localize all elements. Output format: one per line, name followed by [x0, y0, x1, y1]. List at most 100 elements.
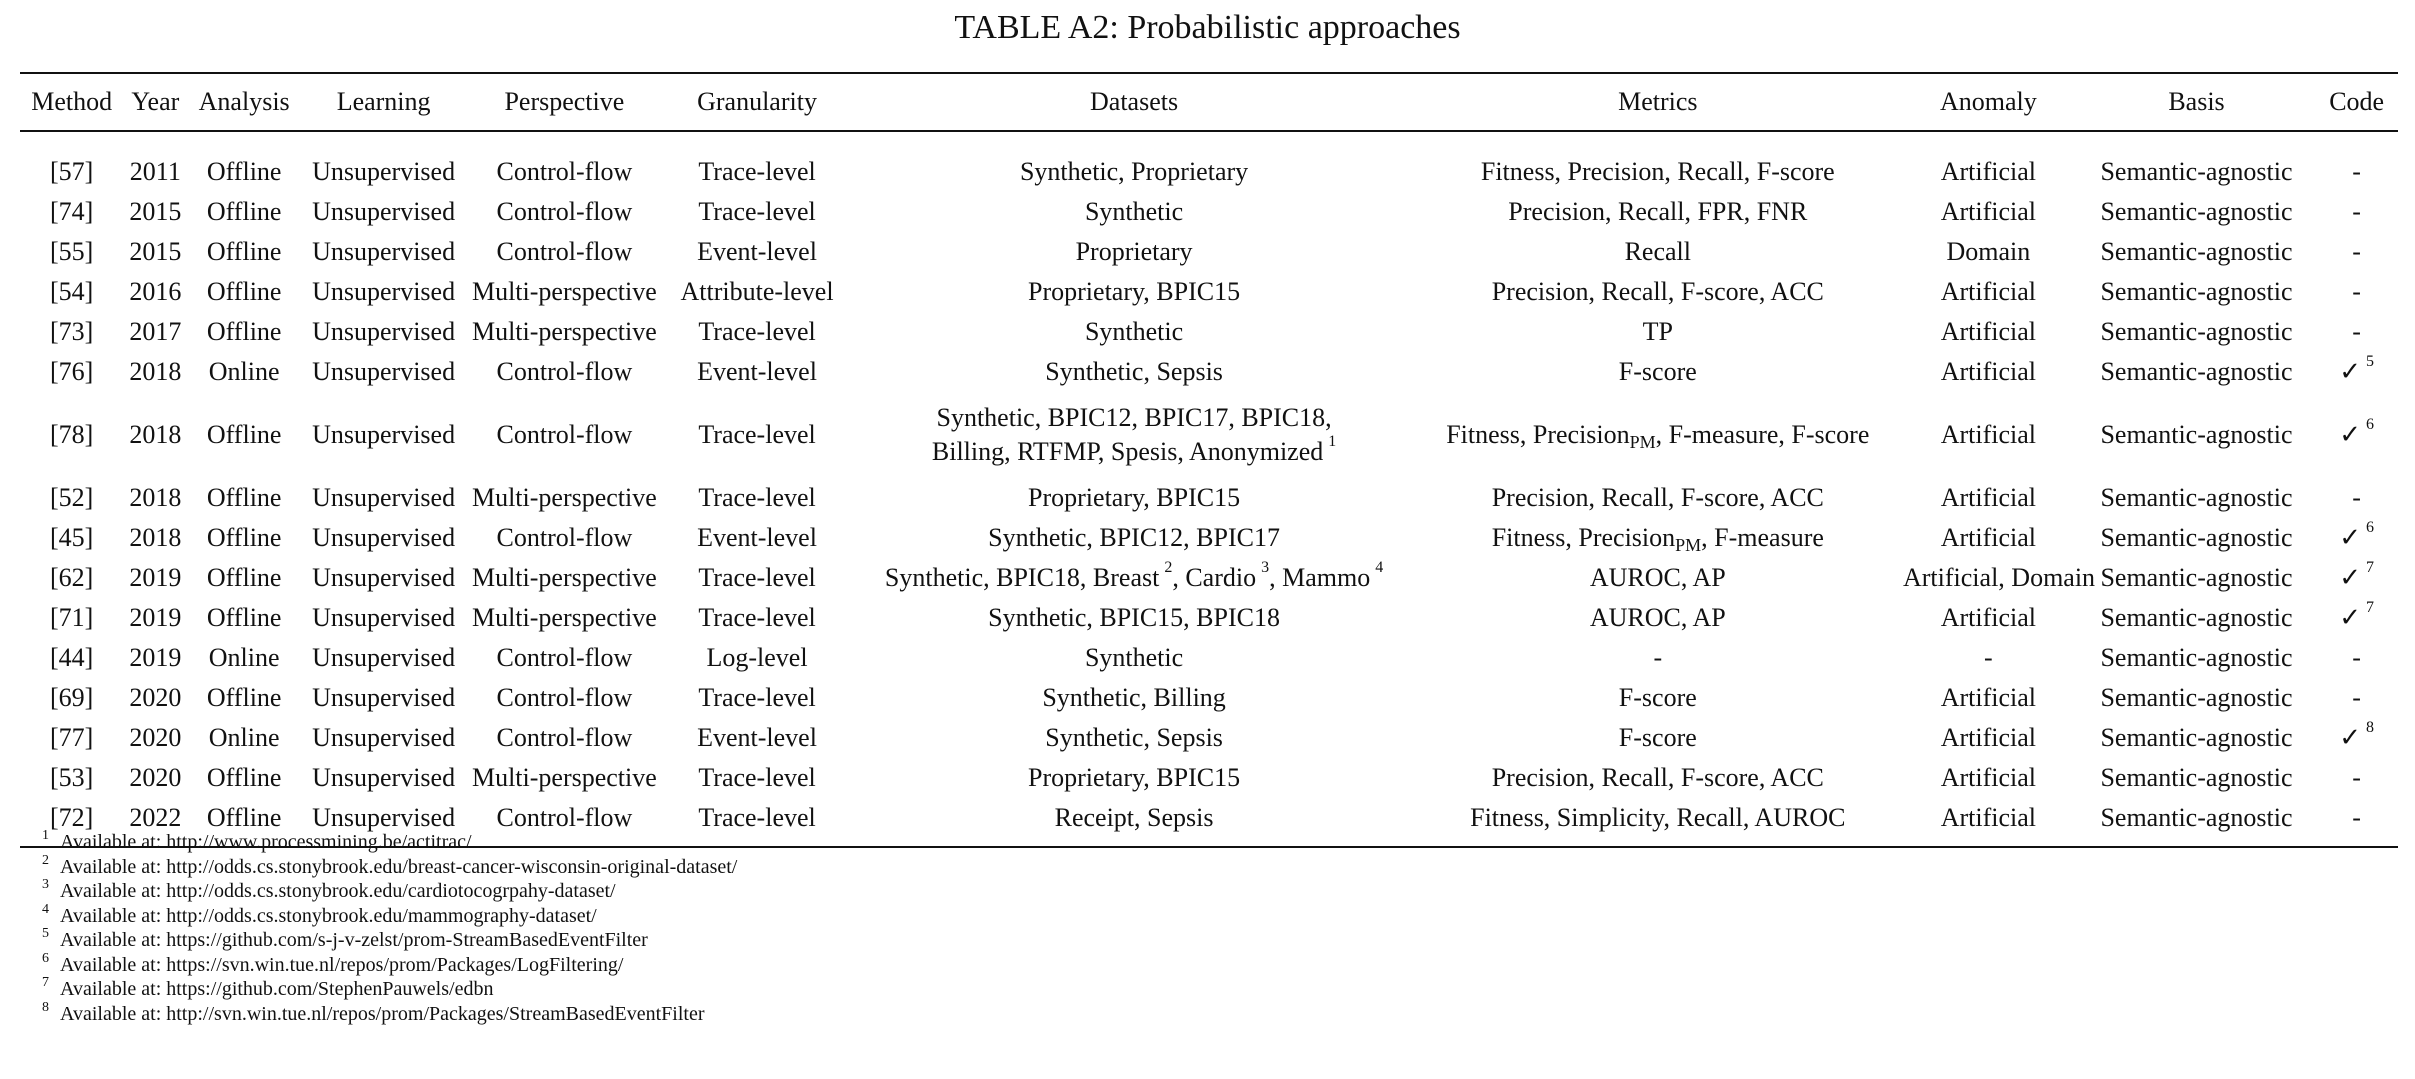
cell-datasets: Synthetic, Sepsis [1045, 723, 1223, 752]
header-granularity: Granularity [697, 87, 817, 116]
cell-analysis: Offline [206, 317, 282, 346]
cell-anomaly: Artificial [1940, 683, 2036, 712]
header-perspective: Perspective [504, 87, 625, 116]
header-anomaly: Anomaly [1939, 87, 2037, 116]
footnote-text: Available at: https://github.com/s-j-v-z… [60, 929, 648, 951]
cell-code: - [2352, 803, 2361, 832]
cell-datasets: Synthetic, Billing [1042, 683, 1226, 712]
cell-datasets: Proprietary, BPIC15 [1028, 763, 1241, 792]
cell-granularity: Trace-level [698, 420, 816, 449]
cell-metrics: Precision, Recall, F-score, ACC [1491, 277, 1824, 306]
cell-basis: Semantic-agnostic [2100, 523, 2293, 552]
table-row: [72] 2022 Offline Unsupervised Control-f… [20, 798, 2398, 847]
cell-code: - [2352, 157, 2361, 186]
cell-metrics: AUROC, AP [1589, 563, 1726, 592]
cell-granularity: Trace-level [698, 683, 816, 712]
cell-anomaly: Artificial [1940, 197, 2036, 226]
cell-metrics: Precision, Recall, FPR, FNR [1508, 197, 1808, 226]
cell-method: [71] [49, 603, 94, 632]
metrics-subscript: PM [1675, 535, 1702, 555]
cell-anomaly: Artificial [1940, 603, 2036, 632]
cell-perspective: Control-flow [496, 420, 633, 449]
cell-perspective: Multi-perspective [471, 483, 657, 512]
cell-method: [53] [49, 763, 94, 792]
cell-code: ✓ 8 [2315, 718, 2398, 758]
cell-year: 2018 [129, 420, 182, 449]
cell-year: 2015 [129, 197, 182, 226]
cell-analysis: Online [208, 723, 280, 752]
cell-anomaly: Artificial [1940, 763, 2036, 792]
header-method: Method [31, 87, 113, 116]
cell-granularity: Event-level [697, 523, 817, 552]
cell-year: 2016 [129, 277, 182, 306]
cell-year: 2018 [129, 357, 182, 386]
cell-metrics: Fitness, PrecisionPM, F-measure, F-score [1417, 392, 1899, 478]
footnote: 4 Available at: http://odds.cs.stonybrook… [42, 901, 597, 927]
cell-code: - [2352, 317, 2361, 346]
cell-year: 2019 [129, 643, 182, 672]
table-row: [55] 2015 Offline Unsupervised Control-f… [20, 232, 2398, 272]
metrics-subscript: PM [1629, 432, 1656, 452]
footnote-text: Available at: http://odds.cs.stonybrook.… [60, 904, 597, 927]
cell-perspective: Control-flow [496, 523, 633, 552]
cell-perspective: Control-flow [496, 157, 633, 186]
cell-datasets: Synthetic, BPIC12, BPIC17, BPIC18, Billin… [852, 392, 1417, 478]
metrics-text: Fitness, Precision [1446, 420, 1630, 449]
cell-granularity: Event-level [697, 237, 817, 266]
cell-method: [44] [49, 643, 94, 672]
cell-method: [74] [49, 197, 94, 226]
cell-basis: Semantic-agnostic [2100, 683, 2293, 712]
footnote-text: Available at: http://www.processmining.b… [60, 831, 472, 853]
cell-method: [57] [49, 157, 94, 186]
cell-datasets: Synthetic, BPIC15, BPIC18 [988, 603, 1280, 632]
cell-perspective: Multi-perspective [471, 277, 657, 306]
header-metrics: Metrics [1618, 87, 1698, 116]
cell-year: 2020 [129, 763, 182, 792]
cell-metrics: TP [1642, 317, 1673, 346]
cell-analysis: Online [208, 643, 280, 672]
table-row: [74] 2015 Offline Unsupervised Control-f… [20, 192, 2398, 232]
cell-code: - [2352, 237, 2361, 266]
cell-granularity: Trace-level [698, 803, 816, 832]
probabilistic-approaches-table: Method Year Analysis Learning Perspectiv… [20, 72, 2398, 848]
cell-anomaly: Artificial [1940, 357, 2036, 386]
cell-code: ✓ 5 [2315, 352, 2398, 392]
footnote-text: Available at: http://odds.cs.stonybrook.… [60, 855, 738, 878]
cell-learning: Unsupervised [312, 317, 456, 346]
cell-basis: Semantic-agnostic [2100, 643, 2293, 672]
cell-method: [72] [49, 803, 94, 832]
cell-year: 2018 [129, 483, 182, 512]
cell-metrics: Fitness, Simplicity, Recall, AUROC [1470, 803, 1846, 832]
cell-learning: Unsupervised [312, 563, 456, 592]
cell-analysis: Offline [206, 803, 282, 832]
table-row: [54] 2016 Offline Unsupervised Multi-per… [20, 272, 2398, 312]
footnote: 1 Available at: http://www.processmining.… [42, 828, 472, 854]
footnote-ref: 4 [1375, 559, 1384, 576]
metrics-text: , F-measure, F-score [1655, 420, 1870, 449]
footnote-ref: 3 [1261, 559, 1270, 576]
header-datasets: Datasets [1090, 87, 1179, 116]
cell-perspective: Multi-perspective [471, 603, 657, 632]
datasets-line-1: Synthetic, BPIC12, BPIC17, BPIC18, [936, 403, 1332, 432]
cell-analysis: Offline [206, 683, 282, 712]
cell-year: 2022 [129, 803, 182, 832]
cell-metrics: Precision, Recall, F-score, ACC [1491, 483, 1824, 512]
cell-basis: Semantic-agnostic [2100, 357, 2293, 386]
checkmark-icon: ✓ [2339, 523, 2362, 553]
datasets-text: , Mammo [1269, 563, 1371, 592]
cell-datasets: Synthetic, BPIC18, Breast 2, Cardio 3, Mam… [852, 558, 1417, 598]
checkmark-icon: ✓ [2339, 563, 2362, 593]
cell-basis: Semantic-agnostic [2100, 277, 2293, 306]
cell-code: - [2352, 197, 2361, 226]
cell-granularity: Trace-level [698, 157, 816, 186]
cell-anomaly: Artificial, Domain [1903, 563, 2096, 592]
cell-basis: Semantic-agnostic [2100, 763, 2293, 792]
cell-datasets: Proprietary, BPIC15 [1028, 483, 1241, 512]
cell-basis: Semantic-agnostic [2100, 317, 2293, 346]
cell-analysis: Online [208, 357, 280, 386]
cell-analysis: Offline [206, 197, 282, 226]
header-row: Method Year Analysis Learning Perspectiv… [20, 73, 2398, 131]
cell-perspective: Control-flow [496, 723, 633, 752]
cell-year: 2011 [129, 157, 181, 186]
cell-analysis: Offline [206, 157, 282, 186]
